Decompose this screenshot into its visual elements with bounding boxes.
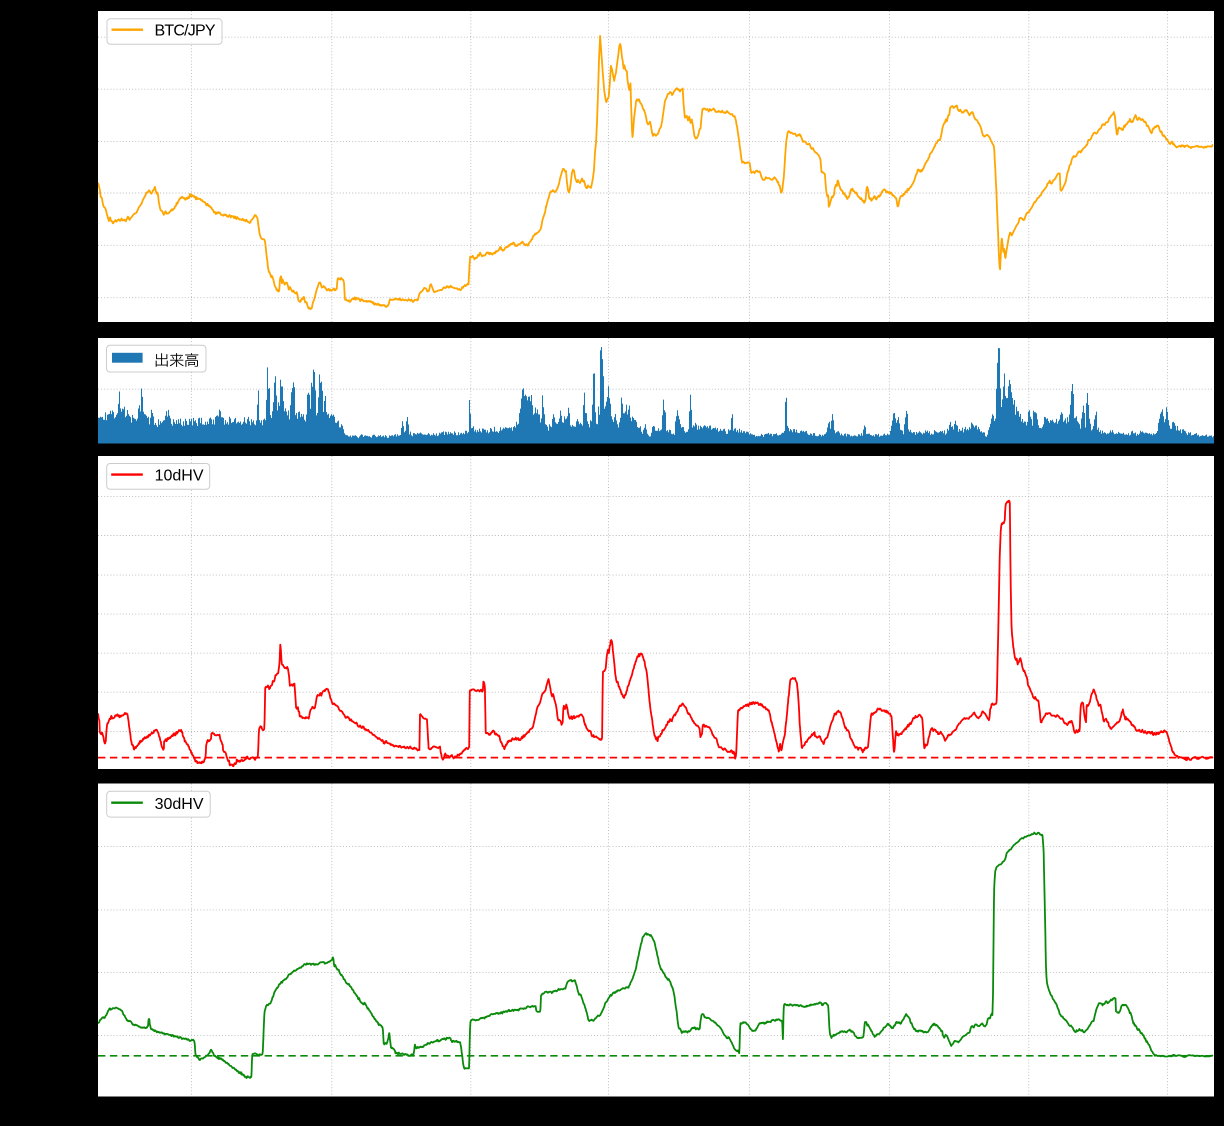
svg-text:BTC/JPY: BTC/JPY [155, 23, 216, 40]
svg-text:30dHV: 30dHV [155, 796, 204, 813]
svg-text:10dHV: 10dHV [155, 468, 204, 485]
